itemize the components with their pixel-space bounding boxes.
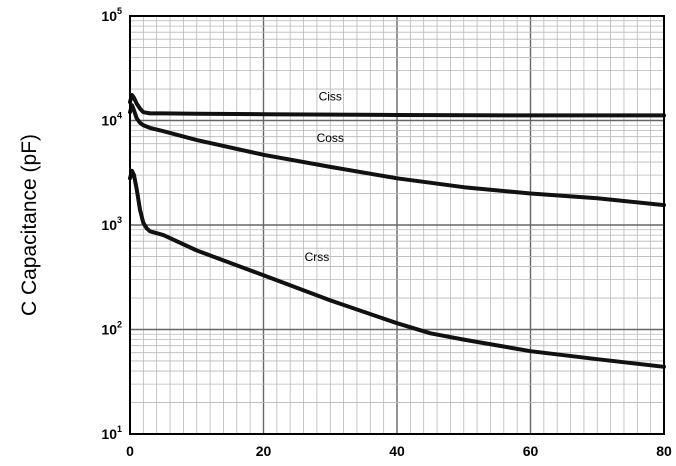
y-tick-label: 103 bbox=[101, 215, 122, 233]
y-tick-labels: 101 102 103 104 105 bbox=[101, 6, 122, 442]
series-line-coss bbox=[128, 103, 666, 208]
series-label-ciss: Ciss bbox=[319, 90, 342, 104]
x-tick-labels: 0 20 40 60 80 bbox=[126, 443, 672, 459]
y-tick-label: 104 bbox=[101, 111, 122, 129]
x-tick-label: 60 bbox=[523, 443, 539, 459]
y-tick-label: 101 bbox=[101, 424, 122, 442]
x-tick-label: 80 bbox=[656, 443, 672, 459]
series-label-coss: Coss bbox=[317, 131, 344, 145]
y-tick-label: 102 bbox=[101, 320, 122, 338]
series-line-crss bbox=[128, 168, 666, 369]
x-tick-label: 40 bbox=[389, 443, 405, 459]
y-tick-label: 105 bbox=[101, 6, 122, 24]
x-tick-label: 20 bbox=[256, 443, 272, 459]
grid bbox=[129, 16, 665, 434]
series-labels: Ciss Coss Crss bbox=[305, 90, 344, 265]
series-line-ciss bbox=[128, 93, 666, 118]
plot-frame bbox=[129, 15, 665, 435]
x-tick-label: 0 bbox=[126, 443, 134, 459]
series-label-crss: Crss bbox=[305, 250, 330, 264]
series-group bbox=[128, 93, 666, 369]
